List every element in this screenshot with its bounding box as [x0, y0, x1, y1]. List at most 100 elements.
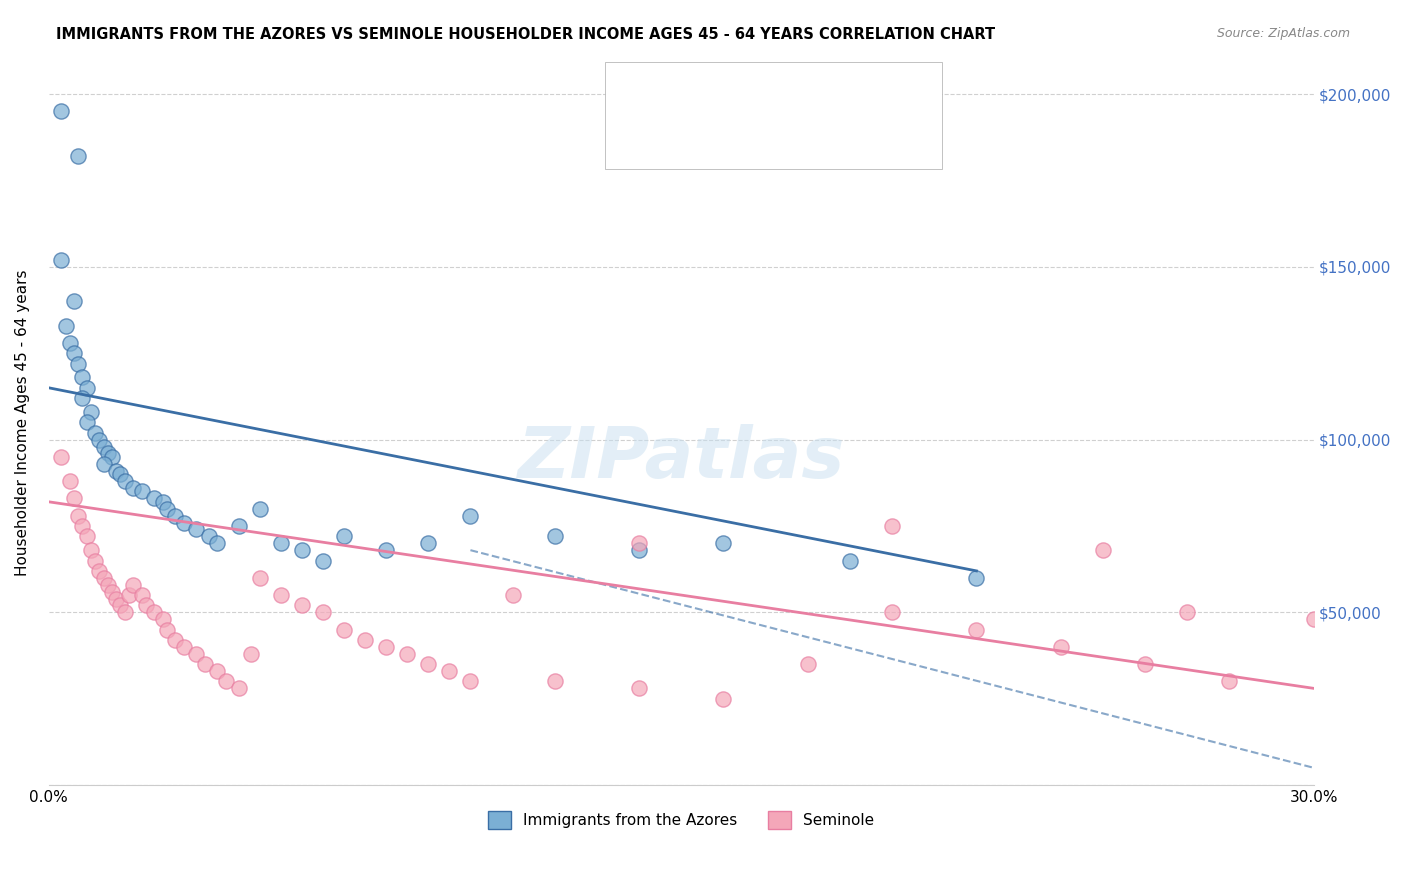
Point [97, 578, 120, 592]
Point [67, 508, 90, 523]
Point [72, 391, 94, 405]
Point [375, 640, 398, 654]
Point [173, 516, 195, 530]
Point [131, 484, 153, 499]
Point [135, 599, 157, 613]
Point [207, 536, 229, 550]
Point [291, 599, 314, 613]
Point [105, 591, 128, 606]
Point [249, 571, 271, 585]
Point [215, 674, 238, 689]
Point [165, 508, 187, 523]
Point [1175, 605, 1198, 619]
Point [143, 605, 166, 619]
Point [63, 294, 86, 309]
Point [84, 425, 107, 440]
Text: IMMIGRANTS FROM THE AZORES VS SEMINOLE HOUSEHOLDER INCOME AGES 45 - 64 YEARS COR: IMMIGRANTS FROM THE AZORES VS SEMINOLE H… [56, 27, 995, 42]
Point [55, 318, 77, 333]
Point [72, 519, 94, 533]
Point [165, 632, 187, 647]
Point [67, 149, 90, 163]
Point [880, 605, 903, 619]
Point [63, 491, 86, 506]
Point [110, 599, 132, 613]
Text: N =: N = [756, 127, 787, 141]
Point [105, 464, 128, 478]
Point [1049, 640, 1071, 654]
Point [354, 632, 377, 647]
Point [93, 440, 115, 454]
Point [122, 481, 145, 495]
Point [93, 457, 115, 471]
Y-axis label: Householder Income Ages 45 - 64 years: Householder Income Ages 45 - 64 years [15, 269, 30, 575]
Point [502, 588, 524, 602]
Point [1218, 674, 1240, 689]
Point [312, 605, 335, 619]
Point [270, 588, 292, 602]
Point [713, 536, 735, 550]
Point [797, 657, 820, 672]
Point [76, 529, 98, 543]
Text: -0.418: -0.418 [696, 89, 745, 103]
Point [544, 674, 567, 689]
Point [76, 415, 98, 429]
Point [51, 450, 73, 464]
Point [131, 588, 153, 602]
Text: ZIPatlas: ZIPatlas [517, 424, 845, 493]
Point [460, 674, 482, 689]
Point [152, 495, 174, 509]
Point [114, 474, 136, 488]
Point [1091, 543, 1114, 558]
Point [110, 467, 132, 482]
Text: N =: N = [756, 89, 787, 103]
Point [1302, 612, 1324, 626]
Point [460, 508, 482, 523]
Point [439, 664, 461, 678]
Point [80, 543, 103, 558]
Point [156, 501, 179, 516]
Point [312, 553, 335, 567]
Text: 46: 46 [787, 89, 807, 103]
Text: █: █ [636, 87, 651, 106]
Point [93, 571, 115, 585]
Point [114, 605, 136, 619]
Point [101, 450, 124, 464]
Point [965, 623, 987, 637]
Point [194, 657, 217, 672]
Point [186, 647, 208, 661]
Point [228, 681, 250, 696]
Text: R =: R = [664, 127, 693, 141]
Point [152, 612, 174, 626]
Text: Source: ZipAtlas.com: Source: ZipAtlas.com [1216, 27, 1350, 40]
Point [228, 519, 250, 533]
Point [1133, 657, 1156, 672]
Point [72, 370, 94, 384]
Point [122, 578, 145, 592]
Point [333, 623, 356, 637]
Point [51, 104, 73, 119]
Point [207, 664, 229, 678]
Point [80, 405, 103, 419]
Point [880, 519, 903, 533]
Point [396, 647, 419, 661]
Point [628, 681, 651, 696]
Point [198, 529, 221, 543]
Point [628, 536, 651, 550]
Point [156, 623, 179, 637]
Point [270, 536, 292, 550]
Point [291, 543, 314, 558]
Point [89, 433, 111, 447]
Point [418, 536, 440, 550]
Text: R =: R = [664, 89, 693, 103]
Point [713, 691, 735, 706]
Legend: Immigrants from the Azores, Seminole: Immigrants from the Azores, Seminole [482, 805, 880, 836]
Point [97, 446, 120, 460]
Point [173, 640, 195, 654]
Point [84, 553, 107, 567]
Point [63, 346, 86, 360]
Text: -0.421: -0.421 [696, 127, 745, 141]
Point [76, 381, 98, 395]
Point [375, 543, 398, 558]
Point [67, 357, 90, 371]
Point [59, 474, 82, 488]
